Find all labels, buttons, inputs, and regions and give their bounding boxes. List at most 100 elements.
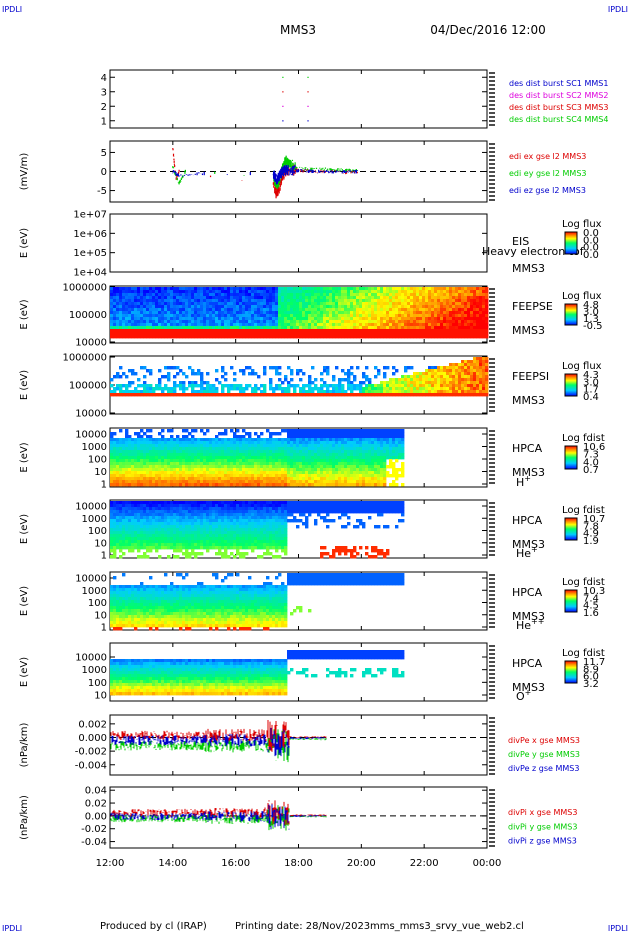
spectrogram-cell — [467, 329, 471, 333]
spectrogram-cell — [296, 384, 300, 388]
spectrogram-cell — [314, 456, 318, 460]
spectrogram-cell — [113, 332, 117, 336]
spectrogram-cell — [245, 366, 249, 370]
spectrogram-cell — [434, 329, 438, 333]
spectrogram-cell — [323, 317, 327, 321]
spectrogram-cell — [167, 305, 171, 309]
spectrogram-cell — [374, 317, 378, 321]
spectrogram-cell — [263, 456, 267, 460]
spectrogram-cell — [293, 332, 297, 336]
spectrogram-cell — [323, 465, 327, 469]
spectrogram-cell — [263, 317, 267, 321]
spectrogram-cell — [350, 372, 354, 376]
spectrogram-cell — [278, 438, 282, 442]
spectrogram-cell — [329, 329, 333, 333]
spectrogram-cell — [284, 450, 288, 454]
spectrogram-cell — [302, 308, 306, 312]
spectrogram-cell — [341, 311, 345, 315]
spectrogram-cell — [215, 305, 219, 309]
spectrogram-cell — [170, 459, 174, 463]
spectrogram-cell — [371, 296, 375, 300]
spectrogram-cell — [245, 293, 249, 297]
spectrogram-cell — [263, 480, 267, 484]
spectrogram-cell — [428, 393, 432, 397]
spectrogram-cell — [137, 468, 141, 472]
spectrogram-cell — [125, 311, 129, 315]
spectrogram-cell — [407, 296, 411, 300]
spectrogram-cell — [227, 474, 231, 478]
spectrogram-cell — [254, 293, 258, 297]
spectrogram-cell — [470, 320, 474, 324]
spectrogram-cell — [134, 314, 138, 318]
spectrogram-cell — [272, 299, 276, 303]
spectrogram-cell — [284, 387, 288, 391]
spectrogram-cell — [134, 474, 138, 478]
spectrogram-cell — [473, 360, 477, 364]
spectrogram-cell — [335, 390, 339, 394]
spectrogram-cell — [146, 323, 150, 327]
spectrogram-cell — [143, 480, 147, 484]
corner-label-bottom-right: IPDLI — [608, 924, 628, 933]
spectrogram-cell — [419, 290, 423, 294]
spectrogram-cell — [245, 326, 249, 330]
spectrogram-cell — [188, 320, 192, 324]
spectrogram-cell — [251, 296, 255, 300]
spectrogram-cell — [176, 287, 180, 291]
spectrogram-cell — [311, 477, 315, 481]
spectrogram-cell — [446, 299, 450, 303]
spectrogram-cell — [284, 335, 288, 339]
spectrogram-cell — [191, 302, 195, 306]
spectrogram-cell — [287, 435, 291, 439]
spectrogram-cell — [182, 438, 186, 442]
spectrogram-cell — [419, 314, 423, 318]
spectrogram-cell — [323, 296, 327, 300]
spectrogram-cell — [251, 450, 255, 454]
spectrogram-cell — [293, 287, 297, 291]
spectrogram-cell — [140, 468, 144, 472]
spectrogram-cell — [299, 287, 303, 291]
spectrogram-cell — [149, 287, 153, 291]
spectrogram-cell — [230, 326, 234, 330]
spectrogram-cell — [275, 447, 279, 451]
spectrogram-cell — [290, 384, 294, 388]
spectrogram-cell — [440, 302, 444, 306]
spectrogram-cell — [143, 293, 147, 297]
y-tick-label: 1000000 — [62, 353, 107, 364]
spectrogram-cell — [272, 393, 276, 397]
spectrogram-cell — [335, 293, 339, 297]
spectrogram-cell — [386, 287, 390, 291]
spectrogram-cell — [263, 329, 267, 333]
spectrogram-cell — [206, 387, 210, 391]
spectrogram-cell — [119, 299, 123, 303]
spectrogram-cell — [368, 308, 372, 312]
spectrogram-cell — [224, 332, 228, 336]
instrument-text: MMS3 — [512, 394, 545, 407]
spectrogram-cell — [149, 384, 153, 388]
spectrogram-cell — [170, 326, 174, 330]
spectrogram-cell — [266, 483, 270, 487]
spectrogram-cell — [305, 450, 309, 454]
spectrogram-cell — [242, 332, 246, 336]
spectrogram-cell — [317, 477, 321, 481]
spectrogram-cell — [287, 305, 291, 309]
instrument-text: EIS — [512, 235, 529, 248]
spectrogram-cell — [359, 317, 363, 321]
spectrogram-cell — [404, 329, 408, 333]
spectrogram-cell — [233, 329, 237, 333]
spectrogram-cell — [119, 456, 123, 460]
spectrogram-cell — [284, 287, 288, 291]
spectrogram-cell — [281, 314, 285, 318]
spectrogram-cell — [284, 429, 288, 433]
spectrogram-cell — [287, 444, 291, 448]
spectrogram-cell — [440, 393, 444, 397]
spectrogram-cell — [251, 483, 255, 487]
spectrogram-cell — [218, 453, 222, 457]
spectrogram-cell — [266, 290, 270, 294]
legend-des-0: des dist burst SC1 MMS1 — [509, 79, 608, 88]
spectrogram-cell — [215, 393, 219, 397]
spectrogram-cell — [440, 287, 444, 291]
spectrogram-cell — [296, 480, 300, 484]
spectrogram-cell — [470, 317, 474, 321]
spectrogram-cell — [158, 378, 162, 382]
spectrogram-cell — [236, 444, 240, 448]
